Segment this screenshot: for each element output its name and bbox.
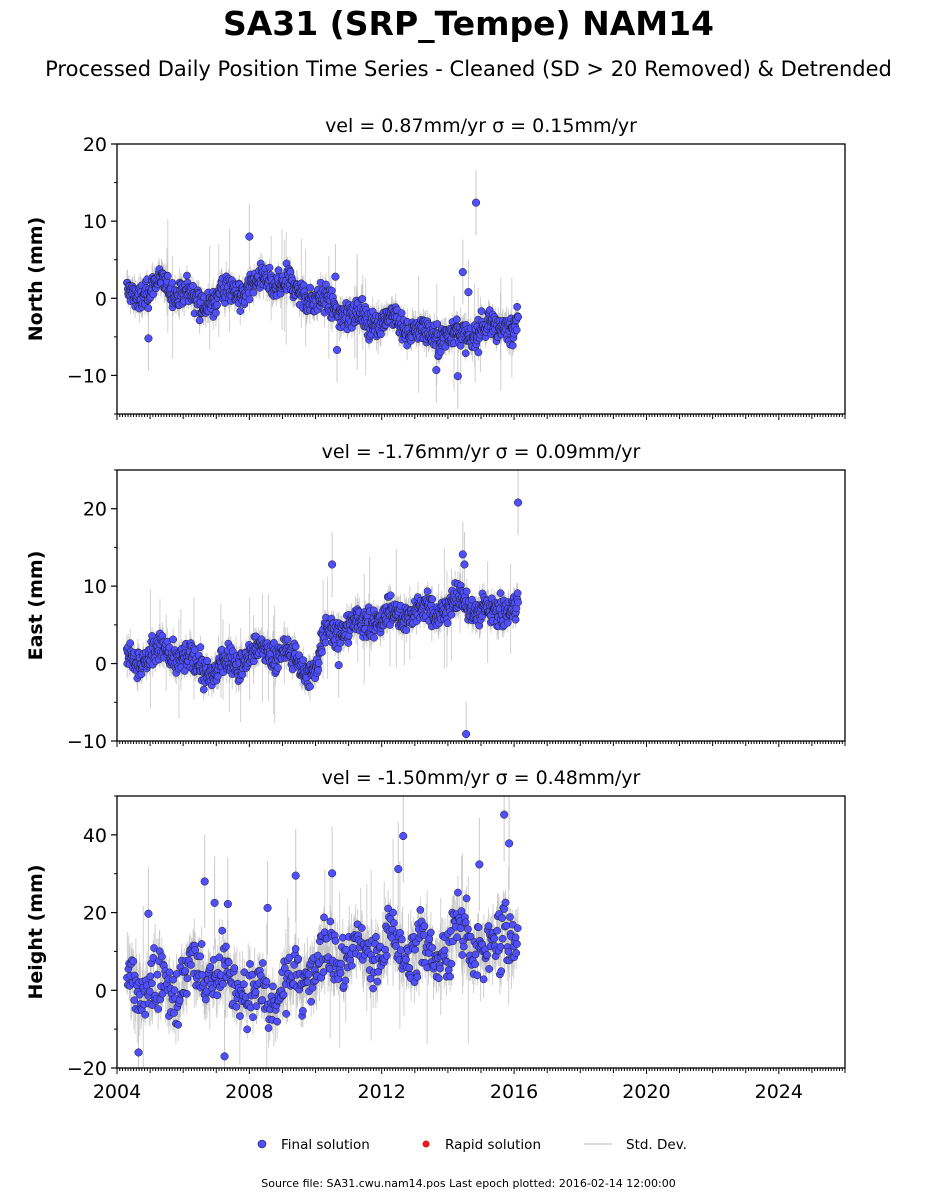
- data-point: [477, 307, 486, 315]
- data-point: [433, 320, 442, 328]
- data-point: [203, 656, 212, 665]
- final-solution-points: [123, 198, 522, 381]
- data-point: [402, 626, 411, 635]
- outlier-point: [144, 334, 153, 343]
- y-tick-label: −10: [67, 731, 107, 753]
- y-axis-label: East (mm): [25, 551, 47, 661]
- data-point: [328, 286, 336, 295]
- y-tick-label: 10: [83, 211, 107, 233]
- data-point: [461, 349, 470, 358]
- data-point: [195, 316, 204, 325]
- data-point: [514, 598, 522, 607]
- data-point: [508, 341, 517, 350]
- y-tick-label: 0: [95, 654, 107, 676]
- outlier-point: [334, 661, 343, 670]
- chart-panel-east: vel = -1.76mm/yr σ = 0.09mm/yr East (mm) −…: [25, 441, 846, 753]
- data-point: [496, 589, 505, 597]
- data-point: [274, 266, 283, 275]
- outlier-point: [458, 268, 467, 277]
- data-point: [443, 619, 452, 628]
- data-point: [511, 615, 520, 624]
- data-point: [314, 659, 323, 667]
- y-axis-label: North (mm): [25, 217, 47, 342]
- figure-title: SA31 (SRP_Tempe) NAM14: [222, 4, 715, 43]
- data-point: [513, 302, 521, 311]
- data-point: [283, 635, 292, 644]
- y-tick-label: 20: [83, 499, 107, 521]
- outlier-point: [328, 560, 337, 569]
- data-point: [322, 280, 330, 289]
- data-point: [212, 309, 220, 317]
- data-point: [370, 633, 378, 642]
- data-point: [397, 309, 406, 317]
- outlier-point: [514, 498, 523, 507]
- data-point: [513, 589, 522, 597]
- data-point: [236, 307, 245, 315]
- data-point: [377, 330, 385, 339]
- outlier-point: [464, 288, 473, 297]
- y-tick-label: 10: [83, 576, 107, 598]
- outlier-point: [460, 560, 469, 569]
- data-point: [169, 635, 178, 644]
- panel-title: vel = -1.50mm/yr σ = 0.48mm/yr: [322, 767, 641, 789]
- outlier-point: [245, 232, 254, 241]
- data-point: [168, 279, 177, 287]
- data-point: [462, 587, 471, 596]
- data-point: [183, 271, 191, 280]
- data-point: [245, 295, 254, 304]
- data-point: [274, 663, 282, 672]
- outlier-point: [331, 272, 340, 281]
- data-point: [512, 326, 521, 334]
- data-point: [306, 682, 314, 691]
- final-solution-points: [122, 498, 523, 739]
- outlier-point: [458, 550, 467, 559]
- outlier-point: [453, 372, 462, 381]
- data-point: [265, 263, 274, 272]
- data-point: [306, 283, 315, 292]
- panel-title: vel = 0.87mm/yr σ = 0.15mm/yr: [325, 115, 637, 137]
- data-point: [163, 272, 172, 280]
- outlier-point: [432, 365, 441, 375]
- figure-subtitle: Processed Daily Position Time Series - C…: [45, 57, 892, 81]
- data-point: [317, 648, 326, 657]
- chart-panel-height: vel = -1.50mm/yr σ = 0.48mm/yr Height (mm…: [25, 767, 846, 1103]
- y-tick-label: 0: [95, 288, 107, 310]
- data-point: [428, 595, 437, 604]
- data-point: [249, 288, 258, 297]
- data-point: [199, 685, 208, 694]
- data-point: [213, 301, 221, 309]
- outlier-point: [333, 345, 342, 355]
- data-point: [299, 656, 308, 664]
- data-point: [314, 666, 322, 675]
- y-tick-label: −10: [67, 365, 107, 387]
- data-point: [196, 643, 205, 651]
- outlier-point: [462, 729, 471, 739]
- data-point: [386, 591, 395, 600]
- data-point: [474, 348, 483, 357]
- y-axis-label: Height (mm): [25, 864, 47, 999]
- chart-panel-north: vel = 0.87mm/yr σ = 0.15mm/yr North (mm) −…: [25, 115, 846, 420]
- data-point: [144, 304, 153, 313]
- data-point: [503, 618, 512, 627]
- data-point: [344, 639, 353, 647]
- data-point: [291, 642, 300, 651]
- y-tick-label: 20: [83, 134, 107, 156]
- data-point: [358, 295, 367, 303]
- data-point: [238, 670, 247, 679]
- data-point: [514, 313, 522, 321]
- data-point: [213, 672, 222, 681]
- data-point: [447, 610, 456, 619]
- data-point: [452, 315, 461, 324]
- outlier-point: [471, 198, 481, 207]
- data-point: [137, 670, 146, 679]
- data-point: [126, 639, 135, 648]
- data-point: [321, 638, 330, 647]
- data-point: [423, 587, 432, 596]
- panel-title: vel = -1.76mm/yr σ = 0.09mm/yr: [322, 441, 641, 463]
